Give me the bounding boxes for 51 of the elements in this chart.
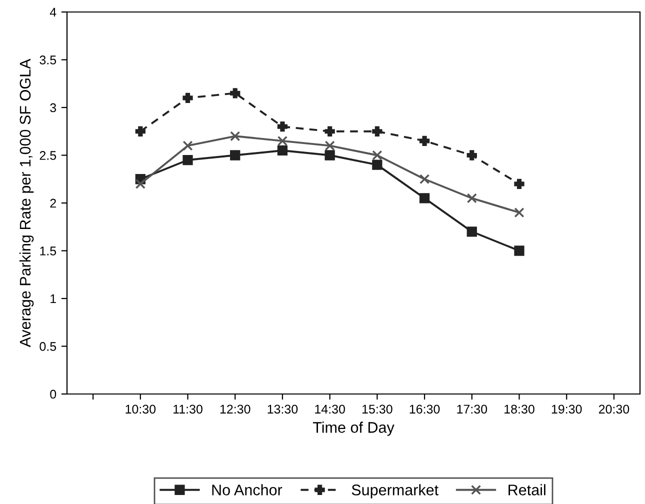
y-tick-label: 0.5 — [40, 342, 56, 351]
x-tick-label: 10:30 — [126, 404, 156, 414]
point — [230, 88, 240, 98]
point — [372, 126, 382, 136]
point — [135, 178, 146, 189]
point — [419, 193, 430, 204]
point — [419, 136, 430, 146]
x-tick-label: 20:30 — [598, 404, 630, 414]
legend-label: No Anchor — [212, 484, 282, 496]
point — [372, 150, 382, 160]
y-tick-label: 2.5 — [40, 151, 56, 160]
y-tick-label: 2 — [50, 198, 56, 208]
point — [324, 140, 335, 151]
point — [230, 131, 240, 142]
y-tick-label: 1.5 — [40, 246, 56, 256]
point — [419, 174, 430, 184]
point — [466, 226, 477, 237]
x-axis-title: Time of Day — [312, 422, 394, 436]
point — [135, 126, 146, 136]
point — [514, 246, 524, 256]
point — [277, 136, 288, 146]
point — [230, 150, 240, 160]
point — [466, 150, 477, 160]
x-tick-label: 16:30 — [410, 404, 440, 414]
point — [182, 140, 193, 151]
y-tick-label: 3.5 — [40, 56, 56, 64]
point — [372, 160, 382, 170]
y-tick-label: 0 — [50, 390, 56, 399]
point — [324, 126, 335, 136]
x-tick-label: 13:30 — [268, 404, 298, 414]
point — [466, 193, 477, 204]
x-tick-label: 15:30 — [362, 404, 392, 414]
point — [514, 207, 524, 218]
y-tick-label: 3 — [50, 103, 56, 112]
x-tick-label: 11:30 — [174, 404, 202, 414]
x-tick-label: 14:30 — [315, 404, 345, 414]
legend-label: Supermarket — [352, 484, 438, 498]
x-tick-label: 17:30 — [457, 404, 488, 414]
y-tick-label: 1 — [50, 294, 56, 304]
y-tick-label: 4 — [50, 8, 56, 17]
point — [324, 150, 335, 160]
legend-label: Retail — [508, 484, 546, 496]
point — [182, 92, 193, 104]
y-axis-title: Average Parking Rate per 1,000 SF OGLA — [19, 58, 34, 348]
point — [277, 122, 288, 132]
point — [277, 145, 288, 156]
point — [514, 178, 524, 189]
x-tick-label: 12:30 — [220, 404, 250, 414]
point — [182, 154, 193, 166]
x-tick-label: 19:30 — [552, 404, 582, 414]
x-tick-label: 18:30 — [504, 404, 534, 414]
